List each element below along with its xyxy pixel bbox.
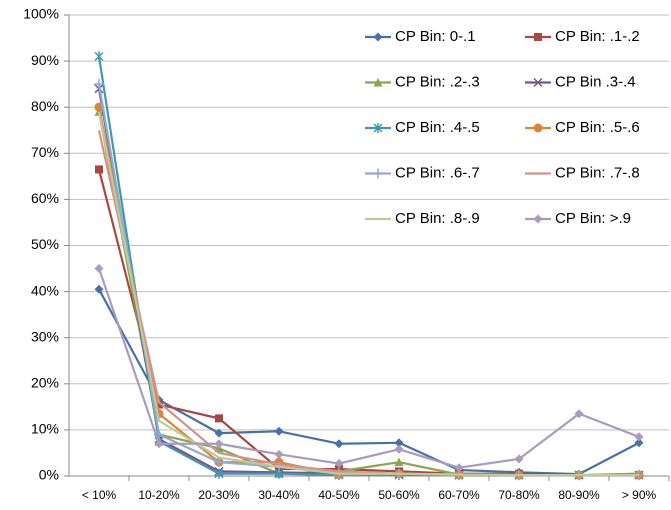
marker — [154, 439, 164, 449]
series-line — [97, 83, 639, 477]
legend-label: CP Bin: .2-.3 — [395, 73, 480, 90]
y-tick-label: 80% — [31, 98, 59, 114]
marker — [94, 102, 104, 112]
x-tick-label: 80-90% — [558, 488, 600, 502]
y-tick-label: 90% — [31, 52, 59, 68]
marker — [155, 400, 163, 409]
x-tick-label: 20-30% — [198, 488, 240, 502]
y-tick-label: 10% — [31, 421, 59, 437]
legend-label: CP Bin .3-.4 — [555, 73, 636, 90]
x-tick-label: < 10% — [82, 488, 117, 502]
marker — [533, 214, 543, 224]
y-tick-label: 60% — [31, 190, 59, 206]
marker — [274, 449, 284, 459]
legend-label: CP Bin: .7-.8 — [555, 164, 640, 181]
series-line — [98, 288, 640, 476]
marker — [215, 414, 223, 423]
marker — [214, 428, 224, 438]
marker — [394, 457, 404, 467]
x-tick-label: 70-80% — [498, 488, 540, 502]
marker — [214, 439, 224, 449]
x-tick-label: > 90% — [622, 488, 657, 502]
legend-label: CP Bin: .1-.2 — [555, 28, 640, 45]
marker — [394, 444, 404, 454]
legend-label: CP Bin: .4-.5 — [395, 119, 480, 136]
x-tick-label: 10-20% — [138, 488, 180, 502]
marker — [94, 264, 104, 274]
y-tick-label: 50% — [31, 236, 59, 252]
x-tick-label: 30-40% — [258, 488, 300, 502]
marker — [214, 468, 224, 479]
marker — [94, 79, 104, 90]
marker — [533, 77, 543, 88]
legend-label: CP Bin: .8-.9 — [395, 210, 480, 227]
marker — [94, 51, 104, 62]
series-line — [97, 268, 640, 469]
y-tick-label: 30% — [31, 328, 59, 344]
marker — [94, 284, 104, 294]
series-line — [97, 130, 639, 477]
marker — [373, 78, 383, 87]
y-tick-label: 40% — [31, 282, 59, 298]
x-tick-label: 40-50% — [318, 488, 360, 502]
marker — [533, 123, 543, 133]
legend-label: CP Bin: >.9 — [555, 210, 631, 227]
marker — [373, 32, 383, 42]
marker — [454, 463, 464, 473]
marker — [574, 409, 584, 419]
x-tick-label: 50-60% — [378, 488, 420, 502]
marker — [274, 426, 284, 436]
y-tick-label: 0% — [39, 467, 59, 483]
marker — [334, 439, 344, 449]
y-tick-label: 70% — [31, 144, 59, 160]
marker — [634, 432, 644, 442]
legend-label: CP Bin: 0-.1 — [395, 28, 476, 45]
legend-label: CP Bin: .6-.7 — [395, 164, 480, 181]
marker — [394, 438, 404, 448]
marker — [214, 457, 224, 468]
y-tick-label: 20% — [31, 375, 59, 391]
marker — [634, 438, 644, 448]
marker — [534, 33, 542, 41]
legend-label: CP Bin: .5-.6 — [555, 119, 640, 136]
marker — [514, 454, 524, 464]
marker — [95, 165, 103, 174]
y-tick-label: 100% — [23, 6, 59, 22]
marker — [334, 459, 344, 469]
x-tick-label: 60-70% — [438, 488, 480, 502]
series-line — [97, 88, 639, 477]
marker — [373, 168, 383, 179]
marker — [373, 123, 383, 133]
series-line — [97, 111, 639, 477]
